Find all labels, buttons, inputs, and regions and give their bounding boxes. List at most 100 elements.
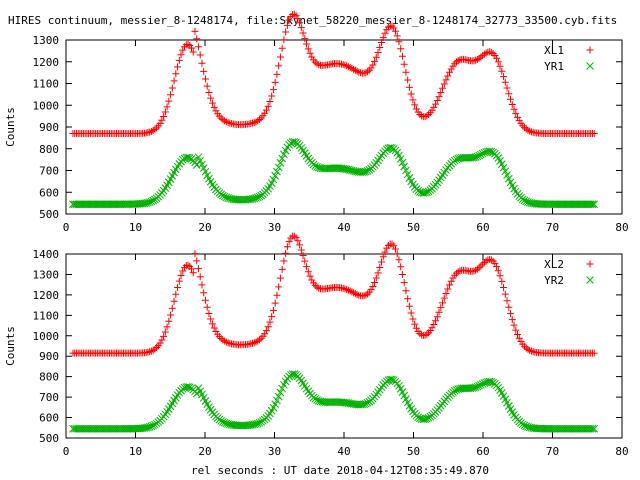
data-point bbox=[395, 38, 403, 46]
x-tick-label: 80 bbox=[615, 445, 628, 458]
data-point bbox=[271, 171, 280, 180]
data-point bbox=[590, 200, 599, 209]
data-point bbox=[303, 263, 311, 271]
data-point bbox=[444, 72, 452, 80]
data-point bbox=[588, 424, 597, 433]
data-point bbox=[294, 237, 302, 245]
data-point bbox=[177, 272, 185, 280]
data-point bbox=[512, 326, 520, 334]
data-point bbox=[255, 115, 263, 123]
data-point bbox=[296, 19, 304, 27]
data-point bbox=[283, 21, 291, 29]
data-point bbox=[507, 310, 515, 318]
data-point bbox=[199, 164, 208, 172]
x-tick-label: 20 bbox=[198, 221, 211, 234]
x-tick-label: 20 bbox=[198, 445, 211, 458]
data-point bbox=[442, 76, 450, 84]
data-point bbox=[147, 197, 156, 206]
data-point bbox=[208, 320, 216, 328]
data-point bbox=[350, 289, 358, 297]
data-point bbox=[290, 370, 299, 378]
top-panel: Counts 0 10 20 30 40 50 60 70 80 500 600 700 800 900 1… bbox=[4, 10, 629, 234]
data-point bbox=[393, 32, 401, 40]
data-point bbox=[412, 105, 420, 113]
data-point bbox=[189, 48, 197, 56]
y-tick-label: 900 bbox=[39, 350, 59, 363]
data-point bbox=[203, 303, 211, 311]
data-point bbox=[440, 294, 448, 302]
data-point bbox=[160, 112, 168, 120]
data-point bbox=[313, 283, 321, 291]
data-point bbox=[222, 338, 230, 346]
data-point bbox=[507, 95, 515, 103]
data-point bbox=[149, 421, 157, 430]
y-tick-label: 500 bbox=[39, 208, 59, 221]
data-point bbox=[254, 117, 262, 125]
data-point bbox=[398, 158, 407, 167]
data-point bbox=[275, 62, 283, 70]
x-tick-label: 0 bbox=[63, 221, 70, 234]
data-point bbox=[264, 323, 272, 331]
data-point bbox=[433, 96, 441, 104]
data-point bbox=[198, 59, 206, 67]
data-point bbox=[301, 35, 309, 43]
data-point bbox=[172, 70, 180, 78]
data-point bbox=[390, 24, 398, 32]
data-point bbox=[493, 54, 501, 62]
data-point bbox=[261, 109, 269, 117]
y-tick-label: 1000 bbox=[33, 330, 60, 343]
data-point bbox=[433, 313, 441, 321]
data-point bbox=[212, 107, 220, 115]
data-point bbox=[363, 167, 372, 175]
data-point bbox=[146, 348, 154, 356]
data-point bbox=[512, 110, 520, 118]
y-tick-label: 1200 bbox=[33, 56, 60, 69]
data-point bbox=[163, 323, 171, 331]
data-point bbox=[477, 150, 485, 159]
data-point bbox=[266, 98, 274, 106]
data-point bbox=[165, 97, 173, 105]
data-point bbox=[290, 10, 298, 18]
data-point bbox=[447, 65, 455, 73]
data-point bbox=[430, 321, 438, 329]
data-point bbox=[590, 130, 598, 138]
data-point bbox=[513, 113, 521, 121]
figure-title: HIRES continuum, messier_8-1248174, file… bbox=[8, 14, 617, 27]
data-point bbox=[210, 324, 218, 332]
data-point bbox=[500, 73, 508, 81]
data-point bbox=[205, 89, 213, 97]
data-point bbox=[249, 339, 257, 347]
data-point bbox=[353, 67, 361, 75]
data-point bbox=[249, 119, 257, 127]
data-point bbox=[524, 126, 532, 134]
y-tick-label: 800 bbox=[39, 371, 59, 384]
data-point bbox=[500, 284, 508, 292]
data-point bbox=[411, 101, 419, 109]
data-point bbox=[308, 276, 316, 284]
legend-marker bbox=[586, 62, 594, 70]
data-point bbox=[261, 330, 269, 338]
data-point bbox=[524, 345, 532, 353]
data-point bbox=[187, 44, 195, 52]
data-point bbox=[515, 334, 523, 342]
data-point bbox=[397, 45, 405, 53]
data-point bbox=[396, 155, 405, 163]
data-point bbox=[276, 53, 284, 61]
data-point bbox=[402, 166, 410, 175]
data-point bbox=[292, 234, 300, 242]
data-point bbox=[301, 257, 309, 265]
x-tick-label: 30 bbox=[268, 221, 281, 234]
x-tick-label: 10 bbox=[129, 221, 142, 234]
data-point bbox=[527, 347, 535, 355]
data-point bbox=[372, 53, 380, 61]
data-point bbox=[398, 52, 406, 60]
data-point bbox=[191, 27, 199, 35]
data-point bbox=[264, 102, 272, 110]
data-point bbox=[384, 23, 392, 31]
data-point bbox=[276, 159, 285, 167]
data-point bbox=[400, 60, 408, 68]
data-point bbox=[196, 51, 204, 59]
data-point bbox=[262, 327, 270, 335]
data-point bbox=[505, 90, 513, 98]
